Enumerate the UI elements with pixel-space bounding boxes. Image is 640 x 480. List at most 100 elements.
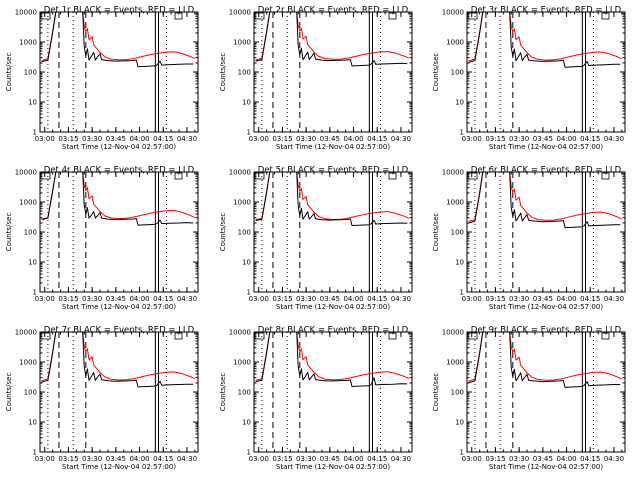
y-axis-label: Counts/sec xyxy=(432,373,440,412)
series-line-events xyxy=(468,11,621,68)
chart-title: Det 3r BLACK = Events, RED = LLD xyxy=(471,6,622,16)
y-tick-label: 1000 xyxy=(19,199,37,207)
series-line-events xyxy=(468,171,621,229)
y-tick-label: 100 xyxy=(451,389,464,397)
y-tick-label: 1 xyxy=(460,449,464,457)
x-tick-label: 03:45 xyxy=(106,455,126,463)
x-tick-label: 04:00 xyxy=(343,455,363,463)
chart-panel: 1 10 100 1000 10000 03:00 03:15 03:30 03:45 04:00… xyxy=(219,6,413,151)
x-tick-label: 03:00 xyxy=(462,295,482,303)
x-tick-label: 04:15 xyxy=(367,295,387,303)
x-tick-label: 03:15 xyxy=(272,135,292,143)
y-axis-label: Counts/sec xyxy=(432,53,440,92)
x-tick-label: 03:00 xyxy=(249,135,269,143)
y-tick-label: 100 xyxy=(238,389,251,397)
y-tick-label: 10 xyxy=(28,419,37,427)
y-tick-label: 10000 xyxy=(229,169,251,177)
y-tick-label: 10000 xyxy=(442,169,464,177)
x-axis-label: Start Time (12-Nov-04 02:57:00) xyxy=(489,303,603,311)
x-tick-label: 04:15 xyxy=(153,135,173,143)
x-axis-label: Start Time (12-Nov-04 02:57:00) xyxy=(276,463,390,471)
x-tick-label: 03:15 xyxy=(485,455,505,463)
plot-frame xyxy=(39,171,199,293)
x-axis-label: Start Time (12-Nov-04 02:57:00) xyxy=(62,463,176,471)
y-axis-label: Counts/sec xyxy=(219,373,227,412)
corner-box xyxy=(40,332,51,340)
x-tick-label: 03:15 xyxy=(58,135,78,143)
x-axis-label: Start Time (12-Nov-04 02:57:00) xyxy=(276,303,390,311)
y-axis-label: Counts/sec xyxy=(5,53,13,92)
y-axis-label: Counts/sec xyxy=(432,213,440,252)
y-tick-label: 1000 xyxy=(446,359,464,367)
y-tick-label: 1 xyxy=(33,129,37,137)
corner-box xyxy=(174,332,183,340)
y-tick-label: 10000 xyxy=(442,329,464,337)
x-tick-label: 03:00 xyxy=(249,455,269,463)
chart-title: Det 7r BLACK = Events, RED = LLD xyxy=(44,326,195,336)
x-tick-label: 04:30 xyxy=(177,295,197,303)
x-tick-label: 03:30 xyxy=(82,455,102,463)
x-tick-label: 04:15 xyxy=(367,455,387,463)
series-line-lld xyxy=(41,331,196,382)
x-tick-label: 04:00 xyxy=(343,135,363,143)
y-tick-label: 1 xyxy=(247,289,251,297)
plot-frame xyxy=(466,171,626,293)
corner-box xyxy=(174,12,183,20)
chart-panel: 1 10 100 1000 10000 03:00 03:15 03:30 03:45 04:00… xyxy=(5,166,199,311)
corner-box xyxy=(254,172,265,180)
corner-box xyxy=(388,332,397,340)
y-tick-label: 100 xyxy=(24,229,37,237)
x-tick-label: 03:15 xyxy=(272,455,292,463)
x-tick-label: 04:30 xyxy=(604,295,624,303)
x-tick-label: 03:45 xyxy=(320,295,340,303)
series-line-lld xyxy=(255,331,410,381)
x-tick-label: 04:00 xyxy=(556,135,576,143)
series-line-lld xyxy=(255,171,410,221)
chart-panel: 1 10 100 1000 10000 03:00 03:15 03:30 03:45 04:00… xyxy=(5,6,199,151)
plot-frame xyxy=(39,11,199,133)
series-line-events xyxy=(41,171,194,226)
y-tick-label: 1000 xyxy=(446,199,464,207)
x-tick-label: 04:30 xyxy=(391,455,411,463)
y-tick-label: 10 xyxy=(28,99,37,107)
y-tick-label: 10 xyxy=(455,259,464,267)
y-tick-label: 100 xyxy=(238,229,251,237)
x-tick-label: 03:45 xyxy=(533,455,553,463)
corner-box xyxy=(601,172,610,180)
chart-panel: 1 10 100 1000 10000 03:00 03:15 03:30 03:45 04:00… xyxy=(432,166,626,311)
x-tick-label: 03:45 xyxy=(106,135,126,143)
chart-title: Det 1r BLACK = Events, RED = LLD xyxy=(44,6,195,16)
x-tick-label: 03:30 xyxy=(82,295,102,303)
x-axis-label: Start Time (12-Nov-04 02:57:00) xyxy=(62,303,176,311)
chart-title: Det 8r BLACK = Events, RED = LLD xyxy=(258,326,409,336)
y-axis-label: Counts/sec xyxy=(219,213,227,252)
x-tick-label: 03:00 xyxy=(462,135,482,143)
chart-title: Det 4r BLACK = Events, RED = LLD xyxy=(44,166,195,176)
corner-box xyxy=(467,332,478,340)
x-axis-label: Start Time (12-Nov-04 02:57:00) xyxy=(489,463,603,471)
y-tick-label: 10000 xyxy=(15,329,37,337)
y-tick-label: 100 xyxy=(238,69,251,77)
y-tick-label: 1 xyxy=(247,129,251,137)
chart-title: Det 2r BLACK = Events, RED = LLD xyxy=(258,6,409,16)
plot-frame xyxy=(39,331,199,453)
y-tick-label: 1 xyxy=(247,449,251,457)
series-line-lld xyxy=(41,11,196,62)
series-line-lld xyxy=(468,11,623,62)
plot-frame xyxy=(253,11,413,133)
y-tick-label: 1000 xyxy=(19,39,37,47)
corner-box xyxy=(174,172,183,180)
x-tick-label: 03:30 xyxy=(509,135,529,143)
y-tick-label: 10000 xyxy=(15,169,37,177)
x-tick-label: 03:00 xyxy=(462,455,482,463)
y-tick-label: 100 xyxy=(24,69,37,77)
y-tick-label: 1 xyxy=(460,289,464,297)
y-tick-label: 10 xyxy=(28,259,37,267)
x-axis-label: Start Time (12-Nov-04 02:57:00) xyxy=(276,143,390,151)
y-tick-label: 100 xyxy=(451,229,464,237)
x-tick-label: 03:30 xyxy=(296,135,316,143)
corner-box xyxy=(467,12,478,20)
y-tick-label: 10000 xyxy=(229,9,251,17)
chart-panel: 1 10 100 1000 10000 03:00 03:15 03:30 03:45 04:00… xyxy=(5,326,199,471)
